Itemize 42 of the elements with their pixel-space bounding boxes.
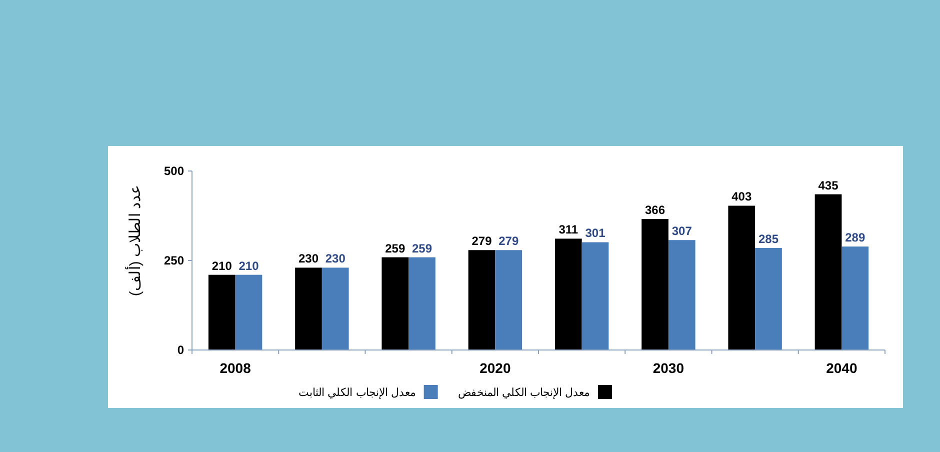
x-tick-label: 2008 [220, 360, 252, 376]
data-label: 230 [325, 252, 346, 266]
bar [235, 274, 262, 350]
bar [495, 250, 522, 350]
x-tick-label: 2040 [826, 360, 858, 376]
y-tick-label: 500 [164, 164, 184, 178]
bar [668, 240, 696, 350]
data-label: 279 [472, 234, 492, 248]
legend-label: معدل الإنجاب الكلي المنخفض [458, 387, 590, 399]
bar [208, 274, 236, 350]
bar [295, 268, 322, 350]
bar [554, 238, 582, 350]
bar [322, 268, 349, 350]
bar [408, 257, 436, 350]
data-label: 259 [385, 241, 406, 256]
bar [842, 246, 869, 350]
legend-label: معدل الإنجاب الكلي الثابت [298, 387, 416, 399]
data-label: 230 [298, 252, 319, 266]
bar [814, 194, 842, 350]
data-label: 259 [412, 241, 432, 256]
bar [755, 248, 782, 350]
data-label: 285 [758, 232, 779, 246]
bar [642, 218, 668, 350]
data-label: 435 [818, 178, 839, 192]
data-label: 210 [238, 258, 260, 273]
data-label: 210 [212, 258, 232, 273]
data-label: 289 [845, 230, 866, 245]
y-axis-title: عدد الطلاب (ألف) [125, 184, 144, 296]
data-label: 403 [732, 190, 752, 204]
y-tick-label: 0 [177, 343, 184, 357]
bar [382, 257, 409, 350]
data-label: 311 [558, 222, 578, 237]
data-label: 307 [672, 224, 692, 238]
x-tick-label: 2030 [652, 360, 684, 376]
data-label: 279 [498, 234, 519, 248]
data-label: 301 [585, 226, 606, 240]
data-label: 366 [644, 202, 666, 217]
x-tick-label: 2020 [480, 360, 511, 376]
bar [728, 206, 756, 350]
bar [468, 250, 496, 350]
y-tick-label: 250 [164, 254, 184, 268]
bar [582, 242, 609, 350]
